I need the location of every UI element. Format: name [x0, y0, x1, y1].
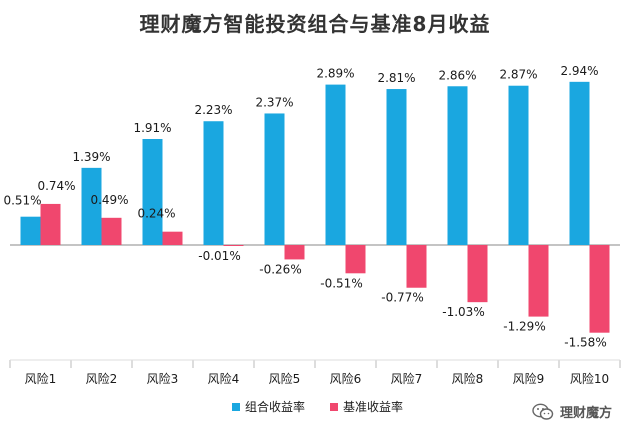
portfolio-value-label-3: 1.91% [133, 121, 171, 135]
benchmark-value-label-8: -1.03% [442, 305, 484, 319]
benchmark-bar-6 [345, 245, 366, 274]
category-label-6: 风险6 [330, 371, 362, 386]
benchmark-value-label-9: -1.29% [503, 320, 545, 334]
benchmark-value-label-7: -0.77% [381, 291, 423, 305]
portfolio-bar-7 [386, 89, 407, 245]
benchmark-bar-9 [528, 245, 549, 317]
portfolio-legend-swatch [232, 403, 240, 411]
category-label-1: 风险1 [25, 371, 57, 386]
benchmark-value-label-10: -1.58% [564, 336, 606, 350]
chart-title: 理财魔方智能投资组合与基准8月收益 [139, 12, 491, 36]
portfolio-bar-8 [447, 86, 468, 246]
wechat-icon [532, 403, 554, 420]
watermark-text: 理财魔方 [559, 406, 612, 421]
benchmark-legend-label: 基准收益率 [343, 399, 403, 414]
portfolio-value-label-5: 2.37% [255, 95, 293, 109]
benchmark-bar-2 [101, 217, 122, 245]
category-label-3: 风险3 [147, 371, 179, 386]
benchmark-bar-10 [589, 245, 610, 333]
portfolio-value-label-9: 2.87% [499, 68, 537, 82]
benchmark-value-label-3: 0.24% [137, 207, 175, 221]
benchmark-value-label-2: 0.49% [90, 193, 128, 207]
benchmark-value-label-5: -0.26% [259, 262, 301, 276]
benchmark-value-label-6: -0.51% [320, 276, 362, 290]
portfolio-bar-3 [142, 138, 163, 245]
benchmark-bar-7 [406, 245, 427, 288]
category-label-4: 风险4 [208, 371, 240, 386]
portfolio-bar-5 [264, 113, 285, 245]
benchmark-bar-5 [284, 245, 305, 260]
portfolio-legend-label: 组合收益率 [245, 399, 305, 414]
portfolio-value-label-1: 0.51% [3, 194, 41, 208]
category-label-8: 风险8 [452, 371, 484, 386]
portfolio-bar-4 [203, 121, 224, 245]
benchmark-bar-3 [162, 231, 183, 245]
portfolio-bar-2 [81, 167, 102, 245]
portfolio-value-label-6: 2.89% [316, 67, 354, 81]
benchmark-legend-swatch [330, 403, 338, 411]
portfolio-value-label-4: 2.23% [194, 103, 232, 117]
portfolio-bar-10 [569, 81, 590, 245]
portfolio-bar-9 [508, 85, 529, 245]
category-label-9: 风险9 [513, 371, 545, 386]
portfolio-value-label-2: 1.39% [72, 150, 110, 164]
category-label-2: 风险2 [86, 371, 118, 386]
portfolio-value-label-10: 2.94% [560, 64, 598, 78]
benchmark-bar-4 [223, 245, 244, 246]
benchmark-bar-8 [467, 245, 488, 303]
portfolio-bar-6 [325, 84, 346, 245]
watermark: 理财魔方 [532, 402, 612, 421]
portfolio-value-label-8: 2.86% [438, 68, 476, 82]
portfolio-value-label-7: 2.81% [377, 71, 415, 85]
category-label-7: 风险7 [391, 371, 423, 386]
benchmark-bar-1 [40, 203, 61, 245]
portfolio-bar-1 [20, 216, 41, 245]
category-label-10: 风险10 [570, 371, 609, 386]
benchmark-value-label-1: 0.74% [37, 179, 75, 193]
category-label-5: 风险5 [269, 371, 301, 386]
benchmark-value-label-4: -0.01% [198, 249, 240, 263]
